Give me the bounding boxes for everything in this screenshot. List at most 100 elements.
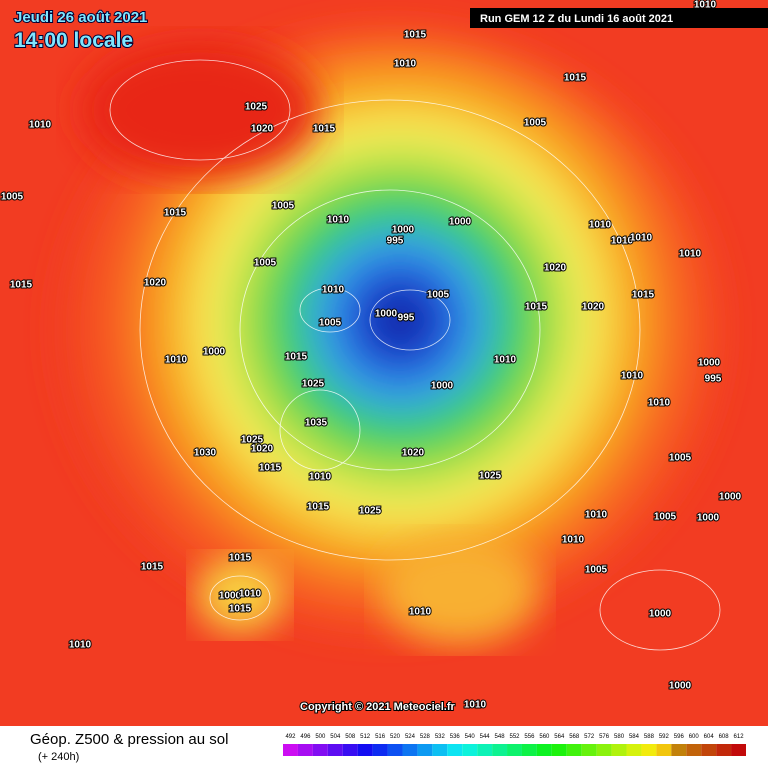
scale-swatch [342,744,358,756]
scale-swatch [521,744,537,756]
scale-label: 612 [734,734,745,740]
pressure-label: 1005 [427,290,450,301]
pressure-label: 1010 [562,535,585,546]
pressure-label: 1015 [229,553,252,564]
pressure-label: 1000 [392,225,415,236]
pressure-label: 1010 [611,236,634,247]
pressure-label: 1020 [144,278,167,289]
pressure-label: 1015 [307,502,330,513]
scale-swatch [387,744,403,756]
pressure-label: 1000 [719,492,742,503]
pressure-label: 1025 [479,471,502,482]
scale-label: 600 [689,734,700,740]
pressure-label: 1005 [1,192,24,203]
scale-swatch [507,744,522,756]
pressure-label: 1015 [564,73,587,84]
pressure-label: 1025 [241,435,264,446]
pressure-label: 1015 [10,280,33,291]
pressure-label: 1015 [164,208,187,219]
pressure-label: 1010 [694,0,717,11]
scale-swatch [626,744,642,756]
run-info: Run GEM 12 Z du Lundi 16 août 2021 [480,13,673,25]
pressure-label: 1020 [582,302,605,313]
scale-swatch [283,744,298,756]
pressure-label: 1000 [203,347,226,358]
pressure-label: 1010 [679,249,702,260]
pressure-label: 1020 [402,448,425,459]
run-box [470,8,768,28]
scale-swatch [596,744,612,756]
pressure-label: 1010 [165,355,188,366]
scale-label: 608 [719,734,730,740]
pressure-label: 1005 [524,118,547,129]
scale-swatch [611,744,627,756]
scale-label: 572 [584,734,595,740]
pressure-label: 1005 [272,201,295,212]
scale-label: 496 [300,734,311,740]
pressure-label: 1000 [219,591,242,602]
pressure-label: 1000 [669,681,692,692]
pressure-label: 1005 [319,318,342,329]
scale-swatch [462,744,478,756]
pressure-label: 1010 [322,285,345,296]
scale-swatch [402,744,418,756]
pressure-label: 1000 [697,513,720,524]
scale-swatch [492,744,508,756]
scale-label: 568 [569,734,580,740]
pressure-label: 1010 [239,589,262,600]
pressure-label: 1005 [254,258,277,269]
scale-swatch [581,744,597,756]
scale-label: 536 [450,734,461,740]
height-blob [80,40,320,180]
pressure-label: 1010 [69,640,92,651]
pressure-label: 995 [705,374,722,385]
isobars [109,59,721,651]
scale-label: 556 [524,734,535,740]
pressure-label: 1010 [409,607,432,618]
pressure-label: 1010 [630,233,653,244]
scale-swatch [417,744,433,756]
pressure-label: 1000 [649,609,672,620]
pressure-label: 1015 [229,604,252,615]
scale-label: 540 [465,734,476,740]
scale-swatch [701,744,717,756]
pressure-label: 1010 [464,700,487,711]
height-blob [195,557,285,633]
pressure-label: 1025 [359,506,382,517]
pressure-label: 1015 [141,562,164,573]
scale-swatch [312,744,328,756]
pressure-label: 1030 [194,448,217,459]
pressure-label: 1015 [313,124,336,135]
scale-swatch [716,744,732,756]
pressure-label: 1000 [375,309,398,320]
scale-swatch [477,744,493,756]
scale-swatch [551,744,567,756]
scale-label: 532 [435,734,446,740]
scale-swatch [432,744,448,756]
scale-label: 552 [509,734,520,740]
pressure-label: 1010 [621,371,644,382]
pressure-label: 1010 [648,398,671,409]
scale-label: 544 [480,734,491,740]
pressure-label: 1010 [394,59,417,70]
scale-label: 524 [405,734,416,740]
pressure-label: 1000 [449,217,472,228]
scale-label: 560 [539,734,550,740]
scale-label: 584 [629,734,640,740]
scale-label: 576 [599,734,610,740]
scale-label: 516 [375,734,386,740]
pressure-label: 1025 [245,102,268,113]
pressure-label: 1005 [654,512,677,523]
scale-label: 596 [674,734,685,740]
scale-swatch [731,744,746,756]
legend-title: Géop. Z500 & pression au sol [30,731,228,748]
legend-subtitle: (+ 240h) [38,751,79,763]
height-blob [380,535,540,645]
time: 14:00 locale [14,29,133,52]
pressure-label: 1010 [585,510,608,521]
scale-label: 548 [495,734,506,740]
pressure-label: 1020 [251,124,274,135]
scale-label: 492 [285,734,296,740]
